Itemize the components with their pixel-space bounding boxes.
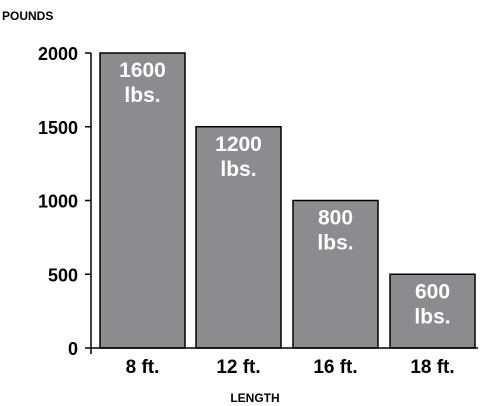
y-axis-title: POUNDS <box>2 9 53 23</box>
bar-2-data-label-line-1: 1200 <box>215 133 262 156</box>
bar-3-data-label-line-2: lbs. <box>317 232 353 255</box>
bar-1 <box>99 52 186 349</box>
y-tick-label-1500: 1500 <box>38 118 78 138</box>
bar-4-data-label-line-2: lbs. <box>414 305 450 328</box>
bar-2-data-label-line-2: lbs. <box>220 158 256 181</box>
x-tick-label-2: 12 ft. <box>216 357 260 378</box>
y-tick-label-1000: 1000 <box>38 192 78 212</box>
x-tick-label-4: 18 ft. <box>410 357 454 378</box>
x-axis: 8 ft. 12 ft. 16 ft. 18 ft. <box>91 347 478 378</box>
bar-3-data-label-line-1: 800 <box>318 207 353 230</box>
bar-4-data-label-line-1: 600 <box>415 280 450 303</box>
bar-4 <box>389 273 476 349</box>
y-tick-label-0: 0 <box>68 339 78 359</box>
bar-1-data-label-line-1: 1600 <box>119 59 166 82</box>
bar-3 <box>292 199 379 349</box>
x-tick-label-3: 16 ft. <box>313 357 357 378</box>
y-tick-label-2000: 2000 <box>38 44 78 64</box>
y-tick-label-500: 500 <box>48 265 78 285</box>
y-axis: 0 500 1000 1500 2000 <box>38 44 92 359</box>
x-tick-label-1: 8 ft. <box>126 357 160 378</box>
bar-1-data-label-line-2: lbs. <box>124 84 160 107</box>
x-axis-title: LENGTH <box>230 391 279 405</box>
bar-2 <box>195 126 282 349</box>
